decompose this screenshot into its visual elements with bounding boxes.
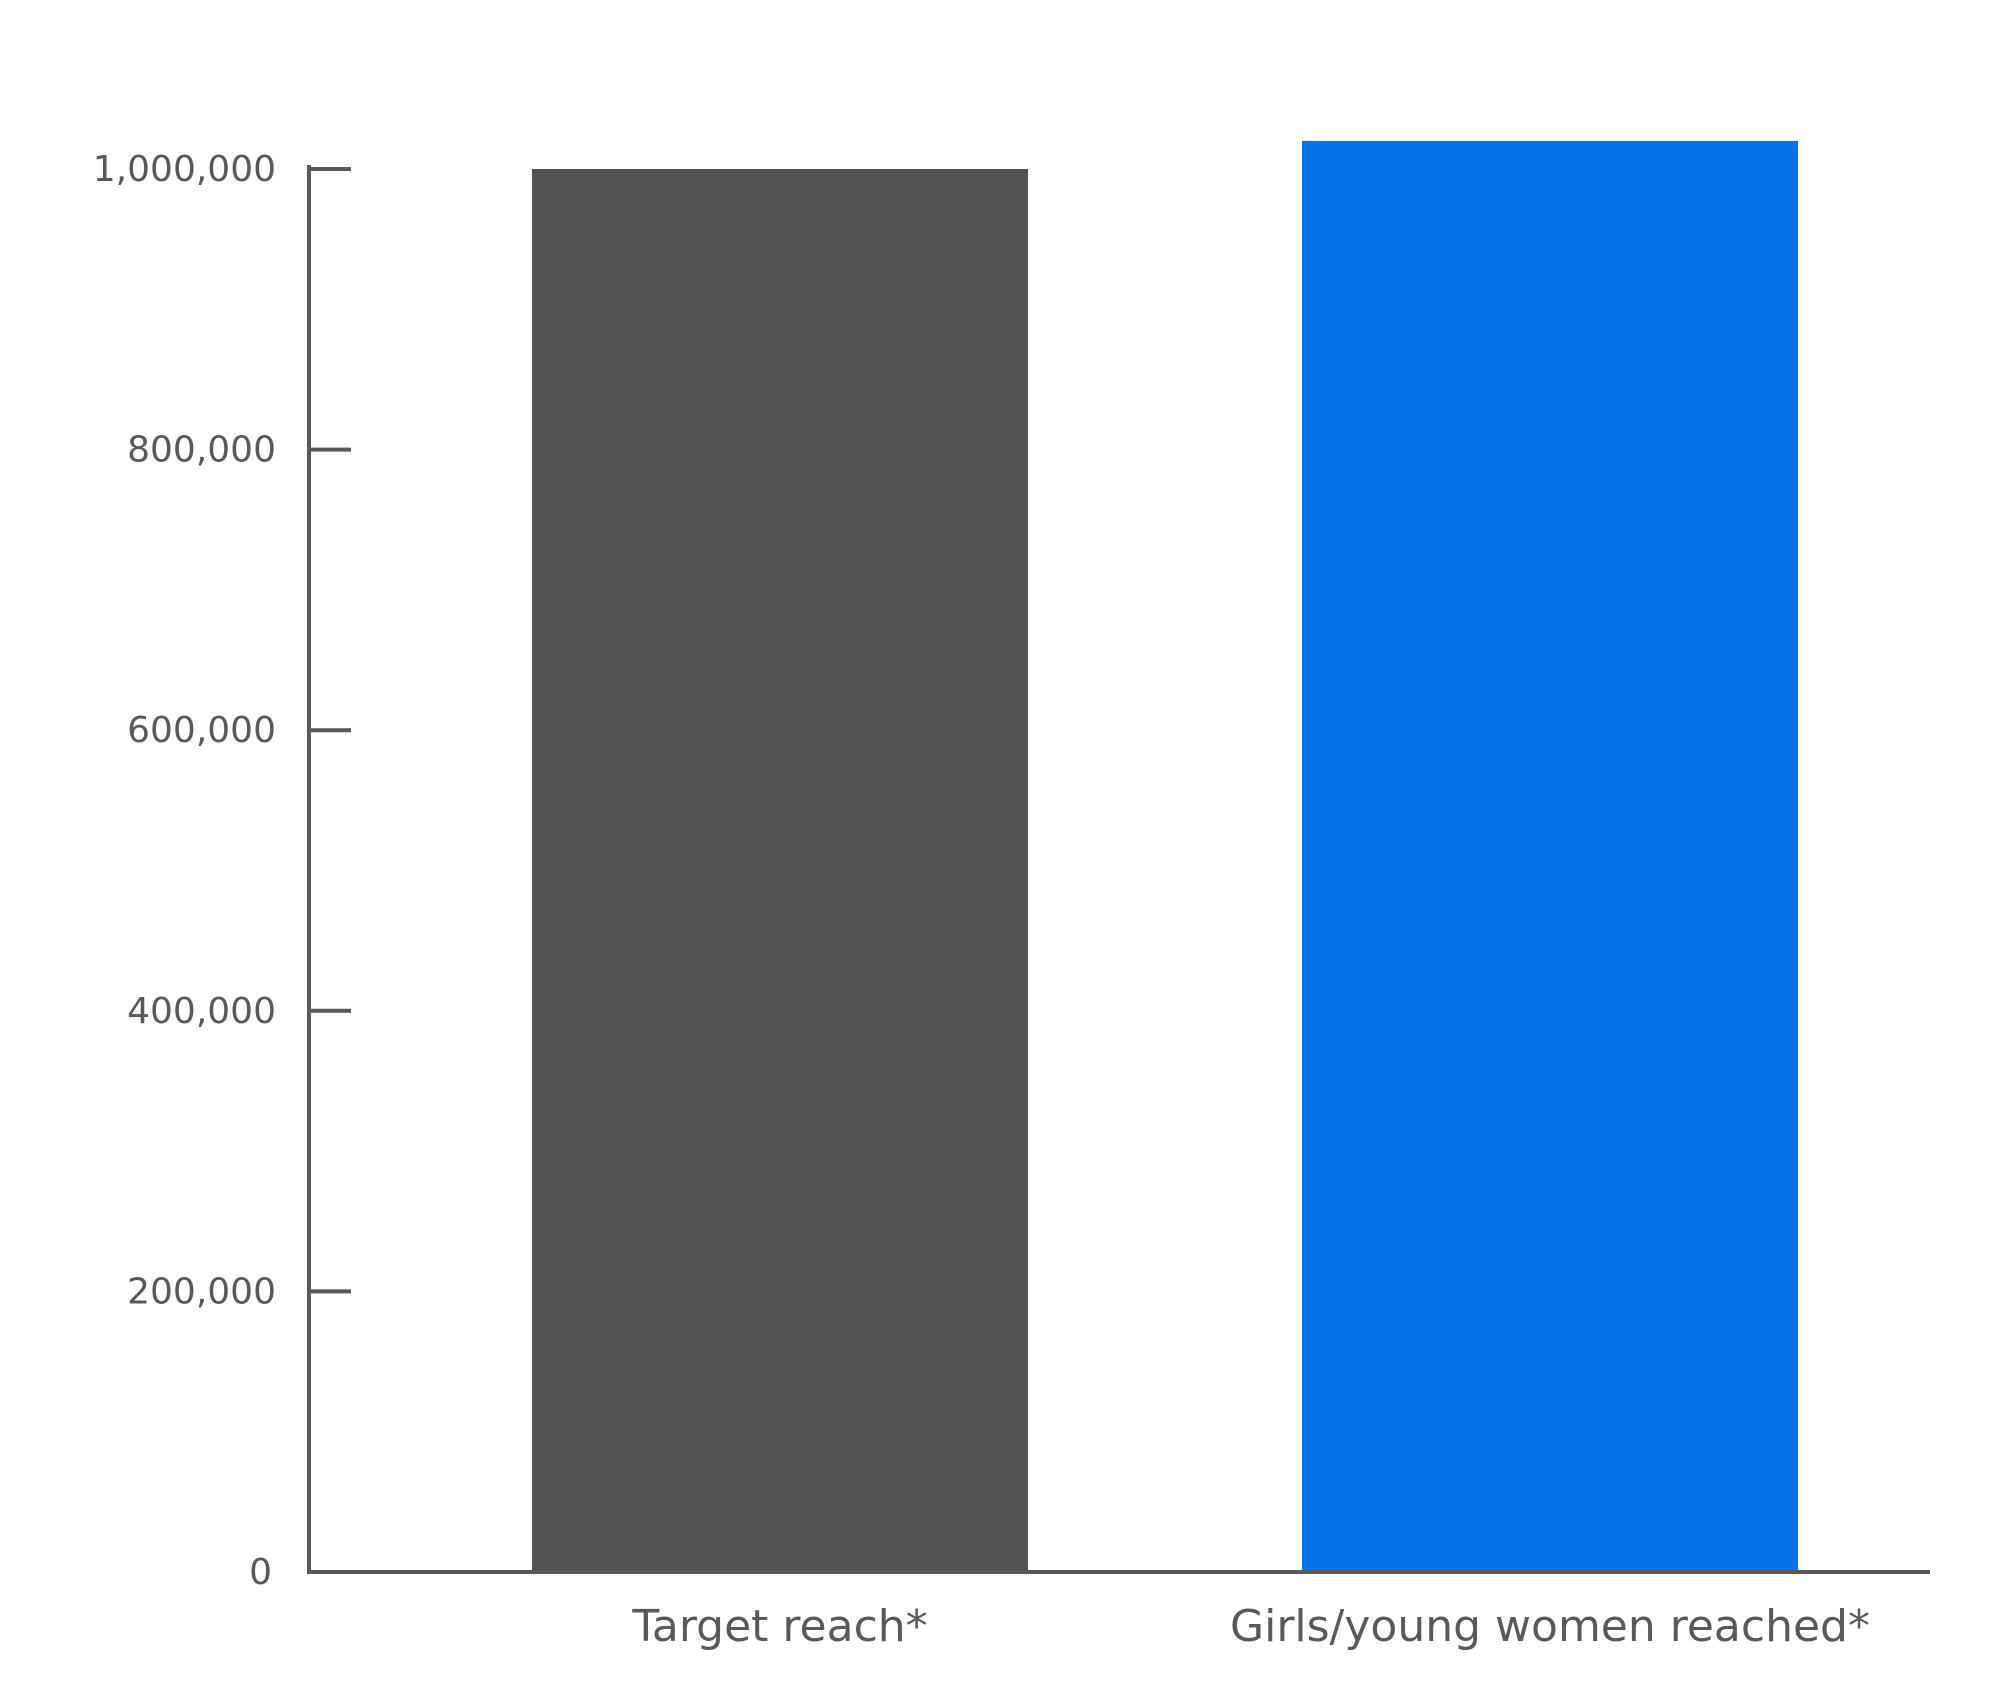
y-tick-label: 0	[249, 1552, 272, 1593]
y-tick-label: 600,000	[127, 710, 276, 751]
y-tick-label: 200,000	[127, 1271, 276, 1312]
y-tick-label: 400,000	[127, 991, 276, 1032]
x-tick-label: Girls/young women reached*	[1230, 1601, 1870, 1652]
x-tick-label: Target reach*	[631, 1601, 927, 1652]
y-tick-label: 1,000,000	[93, 149, 276, 190]
bar	[532, 169, 1028, 1572]
y-tick-label: 800,000	[127, 430, 276, 471]
bar	[1302, 140, 1798, 1573]
